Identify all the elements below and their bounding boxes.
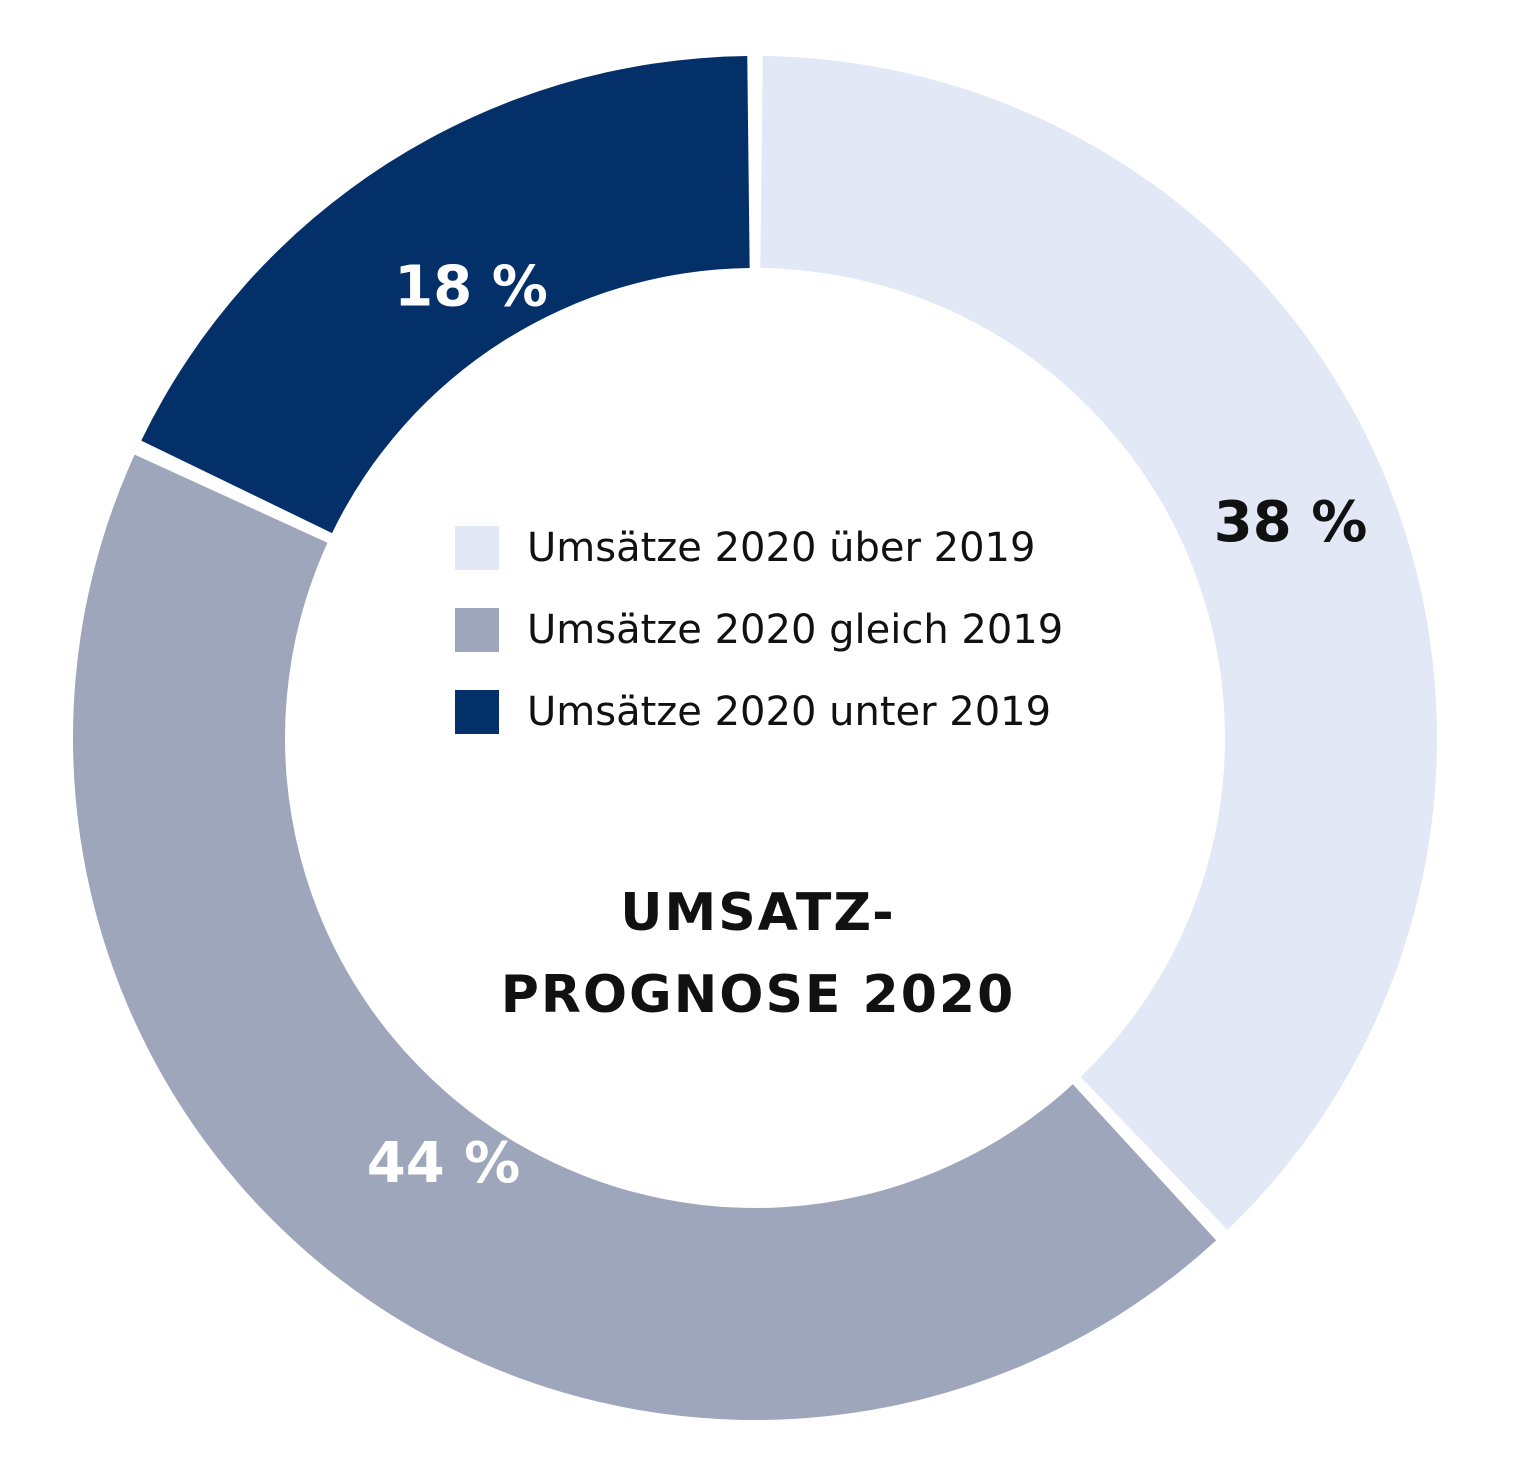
legend-swatch-2 [455,608,499,652]
center-title-line-1: UMSATZ- [620,883,895,943]
slice-2 [72,454,1217,1421]
legend-label-1: Umsätze 2020 über 2019 [527,525,1035,571]
legend-label-3: Umsätze 2020 unter 2019 [527,689,1051,735]
legend: Umsätze 2020 über 2019 Umsätze 2020 gleic… [455,525,1063,735]
slice-1 [760,56,1438,1230]
slice-labels: 38 % 44 % 18 % [367,255,1368,1196]
slice-label-2: 44 % [367,1131,521,1196]
center-title: UMSATZ- PROGNOSE 2020 [501,883,1016,1025]
legend-label-2: Umsätze 2020 gleich 2019 [527,607,1063,653]
slice-label-1: 38 % [1214,490,1368,555]
legend-swatch-1 [455,526,499,570]
center-title-line-2: PROGNOSE 2020 [501,965,1016,1025]
legend-swatch-3 [455,690,499,734]
slice-3 [141,56,750,534]
donut-slices [72,56,1438,1421]
slice-label-3: 18 % [394,255,548,320]
